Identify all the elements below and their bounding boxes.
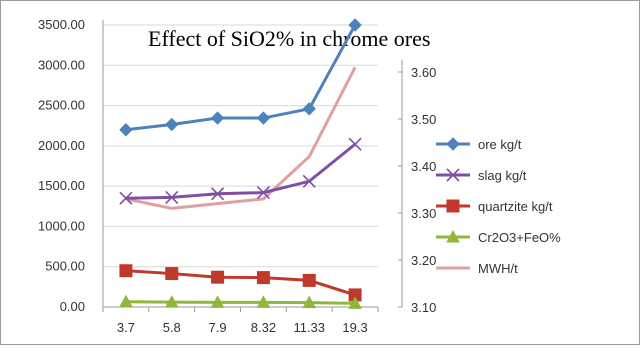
- series-line-quartzite-kg-t: [125, 269, 356, 297]
- x-tick-label: 8.32: [251, 320, 276, 335]
- y-left-tick-label: 1000.00: [38, 218, 85, 233]
- data-point-slag-kg-t: [211, 187, 225, 201]
- y-left-tick-label: 0.00: [60, 299, 85, 314]
- y-right-tick-label: 3.30: [411, 206, 436, 221]
- data-point-ore-kg-t: [302, 102, 316, 116]
- chart-title: Effect of SiO2% in chrome ores: [148, 26, 430, 51]
- legend-marker-cr2o3-feo: [446, 229, 460, 243]
- y-left-tick-label: 3500.00: [38, 17, 85, 32]
- data-point-slag-kg-t: [348, 137, 362, 151]
- y-right-tick-label: 3.50: [411, 112, 436, 127]
- data-point-ore-kg-t: [165, 117, 179, 132]
- data-point-slag-kg-t: [165, 190, 179, 204]
- data-point-quartzite-kg-t: [211, 270, 225, 284]
- series-line-cr2o3-feo: [125, 300, 356, 305]
- series-line-mwh-t: [125, 66, 357, 210]
- data-point-cr2o3-feo: [119, 294, 133, 308]
- y-left-tick-label: 2000.00: [38, 138, 85, 153]
- data-point-quartzite-kg-t: [119, 264, 133, 278]
- data-point-ore-kg-t: [256, 111, 271, 125]
- y-right-tick-label: 3.10: [411, 300, 436, 315]
- data-point-ore-kg-t: [348, 18, 362, 32]
- x-tick-label: 19.3: [342, 320, 367, 335]
- legend-marker-slag-kg-t: [446, 168, 460, 182]
- data-point-slag-kg-t: [302, 174, 316, 188]
- y-right-tick-label: 3.40: [411, 159, 436, 174]
- y-left-tick-label: 500.00: [45, 259, 85, 274]
- y-right-tick-label: 3.60: [411, 65, 436, 80]
- legend-label-slag-kg-t: slag kg/t: [478, 168, 527, 183]
- x-tick-label: 7.9: [209, 320, 227, 335]
- y-left-tick-label: 3000.00: [38, 57, 85, 72]
- x-tick-label: 3.7: [117, 320, 135, 335]
- y-left-tick-label: 2500.00: [38, 98, 85, 113]
- series-line-ore-kg-t: [125, 24, 357, 132]
- series-line-slag-kg-t: [125, 143, 357, 200]
- data-point-slag-kg-t: [256, 186, 270, 200]
- x-tick-label: 11.33: [293, 320, 325, 335]
- legend-label-quartzite-kg-t: quartzite kg/t: [478, 199, 553, 214]
- data-point-slag-kg-t: [119, 191, 133, 205]
- legend-label-mwh-t: MWH/t: [478, 261, 518, 276]
- data-point-ore-kg-t: [119, 123, 133, 137]
- legend-label-ore-kg-t: ore kg/t: [478, 137, 522, 152]
- data-point-quartzite-kg-t: [165, 267, 179, 281]
- data-point-cr2o3-feo: [348, 296, 362, 309]
- data-point-cr2o3-feo: [164, 295, 179, 308]
- data-point-quartzite-kg-t: [302, 273, 316, 287]
- legend-label-cr2o3-feo: Cr2O3+FeO%: [478, 230, 561, 245]
- data-point-cr2o3-feo: [256, 295, 271, 308]
- legend-marker-ore-kg-t: [446, 137, 460, 151]
- data-point-cr2o3-feo: [210, 295, 225, 308]
- data-point-quartzite-kg-t: [256, 271, 270, 285]
- x-tick-label: 5.8: [163, 320, 181, 335]
- y-left-tick-label: 1500.00: [38, 178, 85, 193]
- legend-marker-quartzite-kg-t: [446, 199, 460, 213]
- y-right-tick-label: 3.20: [411, 253, 436, 268]
- data-point-cr2o3-feo: [302, 295, 317, 309]
- data-point-ore-kg-t: [210, 111, 225, 125]
